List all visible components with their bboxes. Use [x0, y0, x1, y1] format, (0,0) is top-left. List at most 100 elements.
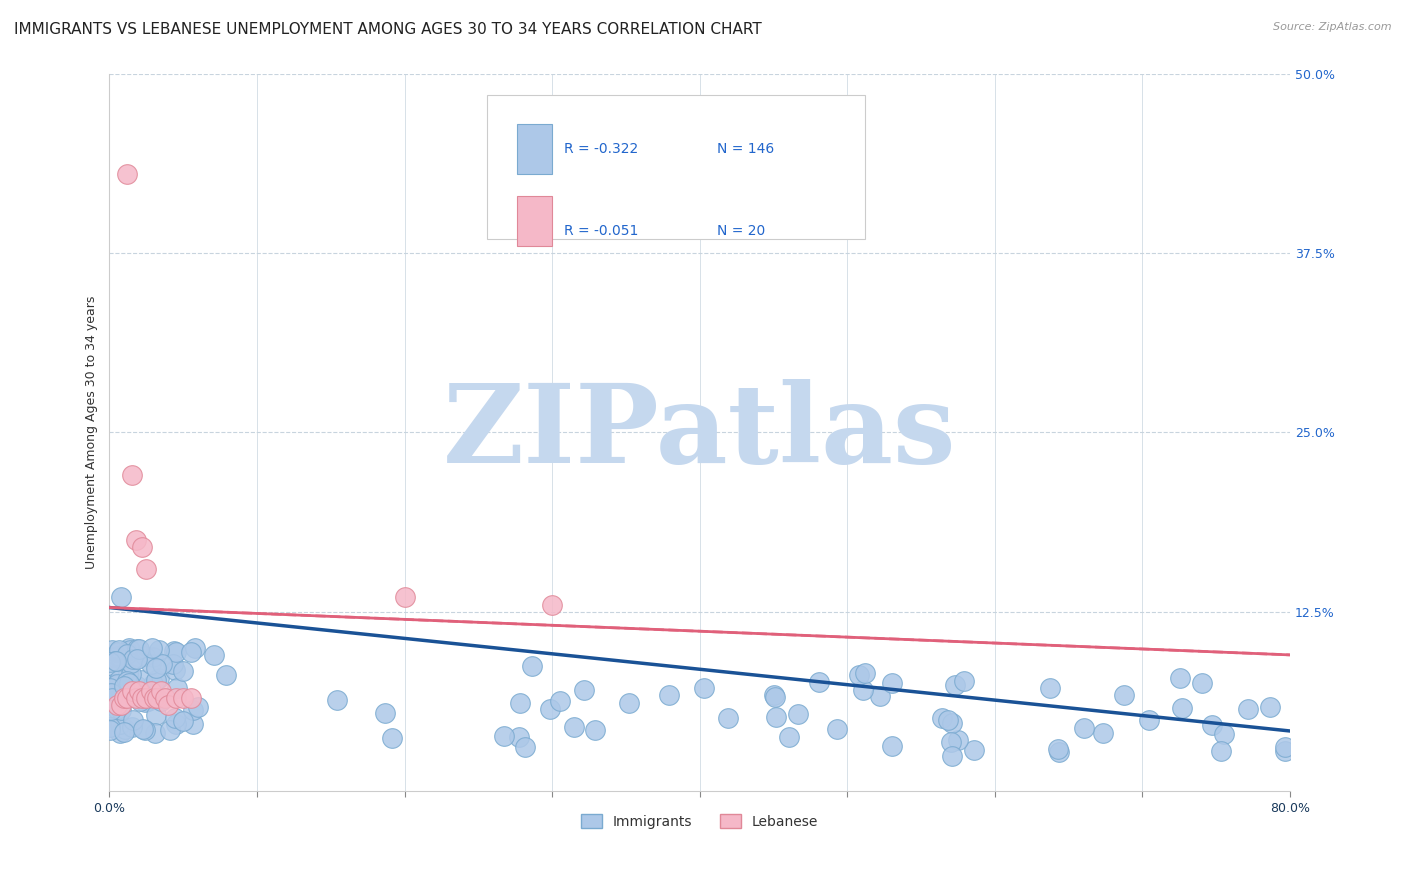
Point [120, 656, 142, 670]
Point [135, 690, 157, 705]
Point [509, 697, 531, 711]
Point [110, 703, 132, 717]
Point [108, 726, 131, 740]
Point [100, 687, 122, 701]
Point [98, 681, 121, 695]
Point [1047, 745, 1070, 759]
Point [141, 657, 163, 671]
Point [162, 644, 184, 658]
Point [180, 690, 202, 705]
Text: R = -0.322: R = -0.322 [564, 142, 638, 156]
Point [118, 675, 141, 690]
Point [121, 468, 143, 483]
Point [953, 673, 976, 688]
Point [107, 681, 129, 696]
Point [165, 716, 187, 731]
Point [114, 722, 136, 736]
Point [381, 731, 404, 746]
Point [165, 645, 187, 659]
Legend: Immigrants, Lebanese: Immigrants, Lebanese [575, 809, 824, 835]
Point [172, 690, 194, 705]
Point [125, 690, 148, 705]
Point [939, 735, 962, 749]
Point [374, 706, 396, 721]
Point [150, 683, 173, 698]
Point [125, 652, 148, 666]
Point [765, 710, 787, 724]
Point [145, 726, 167, 740]
Point [121, 713, 143, 727]
Point [107, 645, 129, 659]
Point [112, 679, 135, 693]
Point [142, 650, 165, 665]
Point [1170, 701, 1192, 715]
Point [132, 690, 155, 705]
Point [827, 722, 849, 736]
Point [145, 660, 167, 674]
Point [513, 739, 536, 754]
Point [105, 702, 128, 716]
Point [139, 683, 162, 698]
Point [121, 683, 143, 698]
Point [107, 643, 129, 657]
Point [1168, 671, 1191, 685]
Point [118, 643, 141, 657]
Point [150, 694, 173, 708]
Point [538, 702, 561, 716]
Point [120, 666, 142, 681]
Point [105, 676, 128, 690]
Point [108, 716, 131, 731]
Point [128, 694, 150, 708]
Point [103, 676, 125, 690]
Point [131, 673, 153, 687]
Point [763, 690, 786, 705]
Point [1046, 742, 1069, 756]
Point [787, 707, 810, 722]
Point [181, 703, 204, 717]
Point [717, 711, 740, 725]
Point [1201, 718, 1223, 732]
Point [127, 641, 149, 656]
Point [187, 700, 209, 714]
Point [103, 650, 125, 665]
Point [762, 688, 785, 702]
Point [145, 673, 167, 687]
Point [134, 723, 156, 737]
Point [100, 688, 122, 702]
Point [943, 678, 966, 692]
Point [848, 668, 870, 682]
Point [1274, 739, 1296, 754]
Point [148, 643, 170, 657]
Point [105, 686, 128, 700]
Point [180, 645, 202, 659]
Point [112, 684, 135, 698]
Point [1137, 713, 1160, 727]
Point [135, 562, 157, 576]
Point [145, 690, 167, 705]
Point [134, 695, 156, 709]
Point [125, 533, 148, 547]
Point [125, 688, 148, 702]
Point [941, 749, 963, 764]
Point [658, 688, 681, 702]
Point [394, 591, 416, 605]
Point [98, 655, 121, 669]
Point [184, 640, 207, 655]
Point [148, 671, 170, 685]
Point [1213, 727, 1236, 741]
Point [1209, 743, 1232, 757]
Point [1260, 700, 1282, 714]
Point [107, 673, 129, 688]
Point [562, 720, 585, 734]
Point [215, 668, 238, 682]
Text: Source: ZipAtlas.com: Source: ZipAtlas.com [1274, 22, 1392, 32]
Y-axis label: Unemployment Among Ages 30 to 34 years: Unemployment Among Ages 30 to 34 years [86, 296, 98, 569]
Point [807, 674, 830, 689]
Point [157, 698, 180, 713]
Point [692, 681, 714, 695]
Point [778, 730, 800, 744]
Point [1092, 725, 1115, 739]
Text: IMMIGRANTS VS LEBANESE UNEMPLOYMENT AMONG AGES 30 TO 34 YEARS CORRELATION CHART: IMMIGRANTS VS LEBANESE UNEMPLOYMENT AMON… [14, 22, 762, 37]
Point [110, 652, 132, 666]
Point [117, 667, 139, 681]
